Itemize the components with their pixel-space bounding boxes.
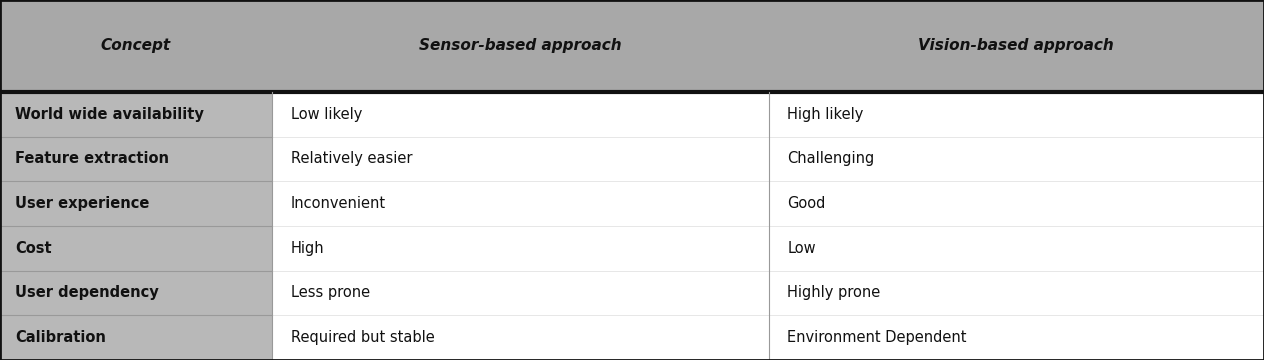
Bar: [272, 92, 769, 136]
Text: Low likely: Low likely: [291, 107, 362, 122]
Text: Inconvenient: Inconvenient: [291, 196, 386, 211]
Text: Cost: Cost: [15, 241, 52, 256]
Text: Good: Good: [787, 196, 825, 211]
Text: Concept: Concept: [101, 39, 171, 53]
Bar: [0, 315, 272, 360]
Bar: [769, 226, 1264, 271]
Bar: [769, 271, 1264, 315]
Bar: [272, 315, 769, 360]
Text: Highly prone: Highly prone: [787, 285, 881, 301]
Text: Feature extraction: Feature extraction: [15, 151, 169, 166]
Text: Required but stable: Required but stable: [291, 330, 435, 345]
Bar: [0, 0, 1264, 92]
Bar: [769, 92, 1264, 136]
Bar: [272, 271, 769, 315]
Text: World wide availability: World wide availability: [15, 107, 204, 122]
Text: Environment Dependent: Environment Dependent: [787, 330, 967, 345]
Text: High likely: High likely: [787, 107, 863, 122]
Bar: [769, 136, 1264, 181]
Bar: [272, 226, 769, 271]
Text: Sensor-based approach: Sensor-based approach: [418, 39, 622, 53]
Bar: [0, 226, 272, 271]
Bar: [769, 181, 1264, 226]
Bar: [0, 181, 272, 226]
Bar: [0, 136, 272, 181]
Bar: [272, 136, 769, 181]
Text: User experience: User experience: [15, 196, 149, 211]
Bar: [272, 181, 769, 226]
Text: Vision-based approach: Vision-based approach: [919, 39, 1114, 53]
Text: Relatively easier: Relatively easier: [291, 151, 412, 166]
Bar: [0, 92, 272, 136]
Text: High: High: [291, 241, 325, 256]
Bar: [0, 271, 272, 315]
Text: Calibration: Calibration: [15, 330, 106, 345]
Text: Low: Low: [787, 241, 817, 256]
Bar: [769, 315, 1264, 360]
Text: User dependency: User dependency: [15, 285, 159, 301]
Text: Less prone: Less prone: [291, 285, 370, 301]
Text: Challenging: Challenging: [787, 151, 875, 166]
